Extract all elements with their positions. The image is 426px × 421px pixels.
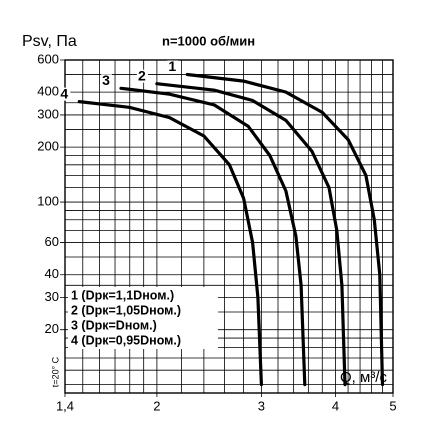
- curve: [155, 82, 347, 387]
- y-tick-label: 600: [37, 51, 59, 66]
- plot-frame: [64, 59, 394, 394]
- curve-label: 3: [102, 72, 110, 88]
- curve-label: 4: [60, 85, 68, 101]
- y-tick-label: 30: [45, 289, 59, 304]
- curve-label: 1: [168, 58, 176, 74]
- x-tick-label: 1,4: [56, 398, 74, 413]
- curve: [185, 72, 385, 387]
- legend-text: 4 (Dрк=0,95Dном.): [71, 333, 181, 347]
- x-tick-label: 5: [389, 398, 396, 413]
- curve-label: 2: [138, 67, 146, 83]
- y-tick-label: 40: [45, 266, 59, 281]
- label-bg: [101, 74, 113, 88]
- curve: [119, 86, 307, 387]
- label-bg: [59, 87, 71, 101]
- x-tick-label: 4: [332, 398, 339, 413]
- side-note: t=20° C: [50, 356, 60, 387]
- legend-bg: [68, 287, 218, 349]
- legend-text: 2 (Dрк=1,05Dном.): [71, 303, 181, 317]
- label-bg: [136, 69, 148, 83]
- x-tick-label: 2: [153, 398, 160, 413]
- y-tick-label: 20: [45, 321, 59, 336]
- chart-title: n=1000 об/мин: [162, 33, 255, 48]
- label-bg: [167, 60, 179, 74]
- legend-text: 1 (Dрк=1,1Dном.): [71, 288, 174, 302]
- y-axis-label: Psv, Па: [22, 33, 77, 50]
- legend-text: 3 (Dрк=Dном.): [71, 318, 157, 332]
- y-tick-label: 400: [37, 84, 59, 99]
- y-tick-label: 100: [37, 194, 59, 209]
- y-tick-label: 60: [45, 234, 59, 249]
- x-axis-label: Q, м³/с: [340, 369, 387, 386]
- y-tick-label: 200: [37, 139, 59, 154]
- curve: [77, 100, 263, 387]
- x-tick-label: 3: [258, 398, 265, 413]
- y-tick-label: 300: [37, 106, 59, 121]
